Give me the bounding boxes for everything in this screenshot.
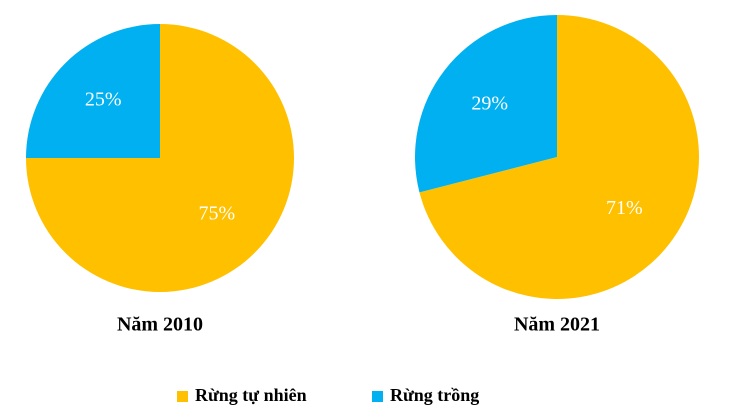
- pie-slice: [419, 15, 699, 299]
- chart-title: Năm 2010: [117, 314, 203, 336]
- legend-label: Rừng trồng: [390, 385, 479, 405]
- data-label: 71%: [606, 197, 643, 219]
- legend-label: Rừng tự nhiên: [195, 385, 307, 405]
- data-label: 75%: [199, 202, 236, 224]
- pie-slice: [26, 24, 160, 158]
- legend-swatch: [372, 391, 383, 402]
- chart-title: Năm 2021: [514, 314, 600, 336]
- pie-slice: [414, 15, 557, 193]
- data-label: 29%: [471, 92, 508, 114]
- data-label: 25%: [85, 89, 122, 111]
- legend-swatch: [177, 391, 188, 402]
